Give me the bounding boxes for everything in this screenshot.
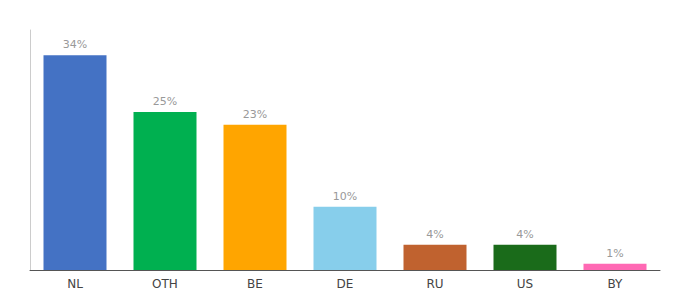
svg-text:BY: BY: [608, 277, 624, 291]
svg-text:4%: 4%: [516, 228, 533, 241]
svg-text:BE: BE: [247, 277, 263, 291]
svg-text:1%: 1%: [606, 247, 623, 260]
svg-text:4%: 4%: [426, 228, 443, 241]
svg-text:34%: 34%: [63, 38, 87, 51]
svg-text:RU: RU: [426, 277, 443, 291]
svg-text:10%: 10%: [333, 190, 357, 203]
svg-text:23%: 23%: [243, 108, 267, 121]
svg-text:NL: NL: [67, 277, 83, 291]
svg-text:DE: DE: [337, 277, 354, 291]
svg-text:US: US: [517, 277, 533, 291]
svg-text:OTH: OTH: [152, 277, 178, 291]
svg-text:25%: 25%: [153, 95, 177, 108]
